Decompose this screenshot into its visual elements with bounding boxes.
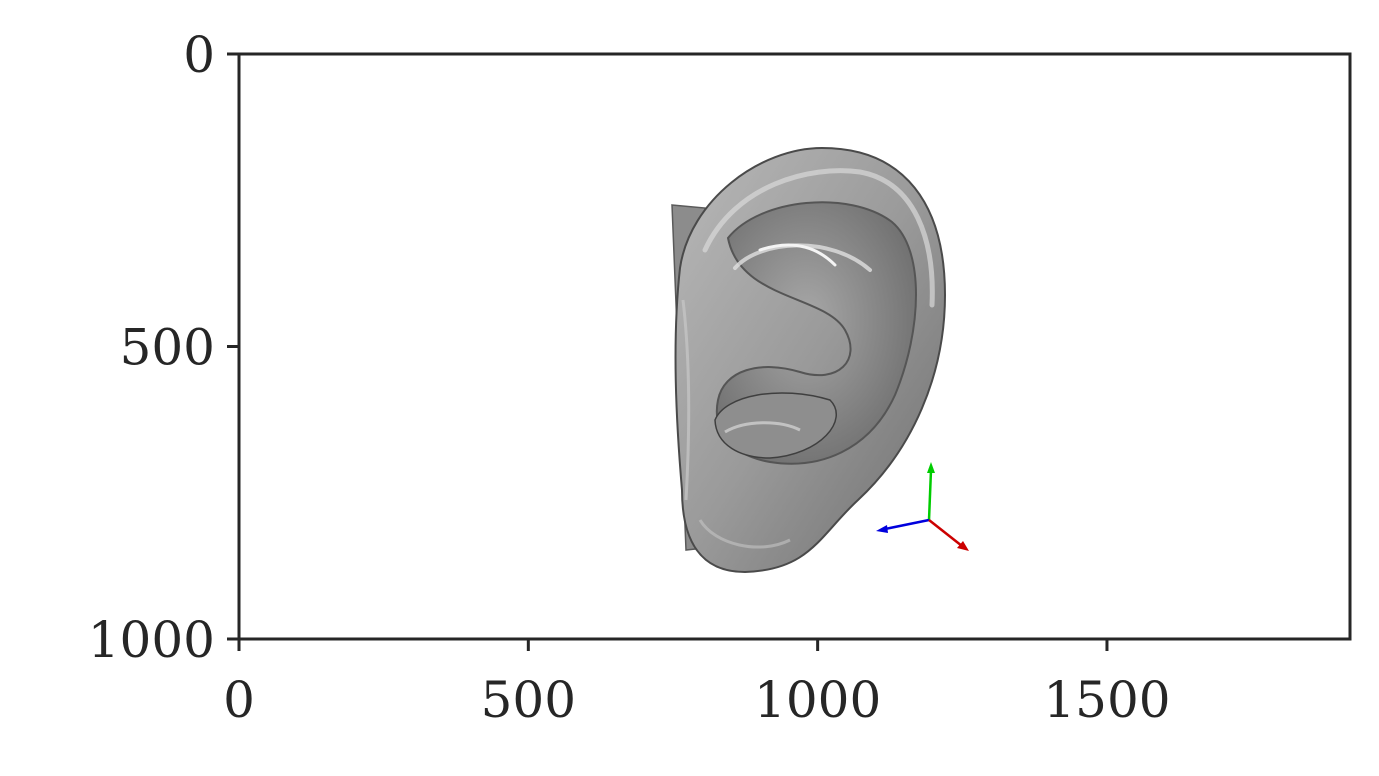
x-tick-label: 1000 [754,671,881,729]
x-tick-label: 1500 [1043,671,1170,729]
x-axis: 0 500 1000 1500 [223,639,1171,729]
y-tick-label: 0 [183,26,215,84]
y-axis: 0 500 1000 [88,26,239,669]
gizmo-y-arrowhead [927,462,935,473]
gizmo-y-axis [927,469,933,521]
ear-render [671,146,947,574]
gizmo-x-arrowhead [957,541,969,551]
x-tick-label: 500 [481,671,576,729]
gizmo-z-arrowhead [876,525,888,533]
y-tick-label: 500 [120,319,215,377]
gizmo-x-axis [928,519,963,547]
gizmo-z-axis [884,518,930,531]
y-tick-label: 1000 [88,611,215,669]
x-tick-label: 0 [223,671,255,729]
axis-gizmo [876,462,969,551]
